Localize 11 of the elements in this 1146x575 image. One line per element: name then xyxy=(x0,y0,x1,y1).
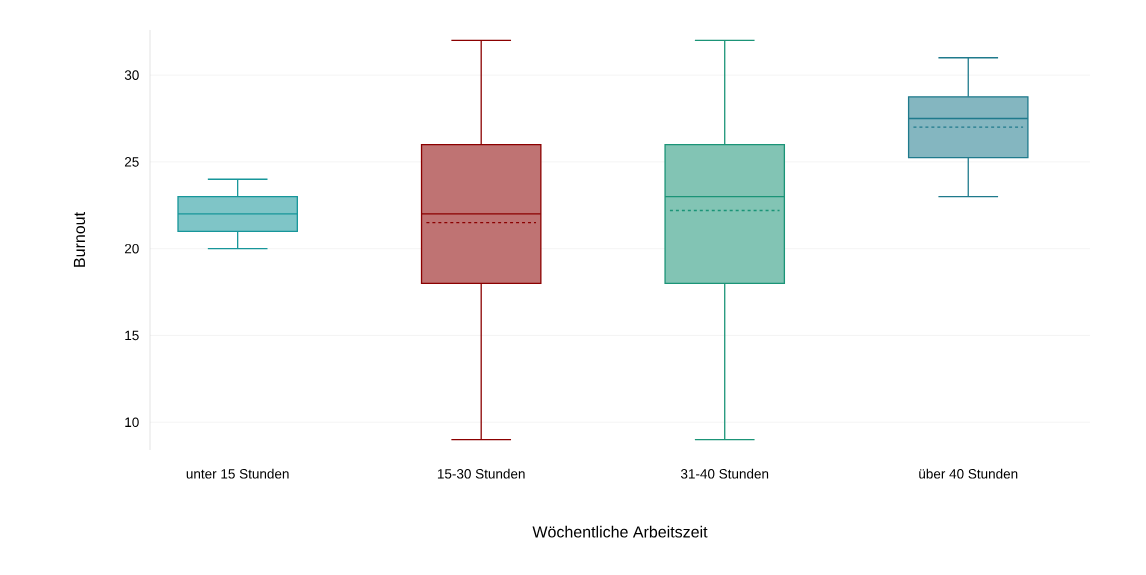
y-tick-label: 20 xyxy=(124,243,139,254)
y-tick-label: 10 xyxy=(125,417,139,427)
x-tick-label: 15-30 Stunden xyxy=(437,468,525,479)
x-tick-label: 31-40 Stunden xyxy=(680,468,769,479)
y-axis-title: Burnout xyxy=(73,212,86,267)
y-tick-label: 15 xyxy=(125,330,139,341)
x-axis-title: Wöchentliche Arbeitszeit xyxy=(532,525,708,538)
y-tick-label: 30 xyxy=(124,70,139,80)
x-tick-label: unter 15 Stunden xyxy=(186,468,289,479)
y-tick-label: 25 xyxy=(124,157,139,167)
x-tick-label: über 40 Stunden xyxy=(919,468,1018,479)
